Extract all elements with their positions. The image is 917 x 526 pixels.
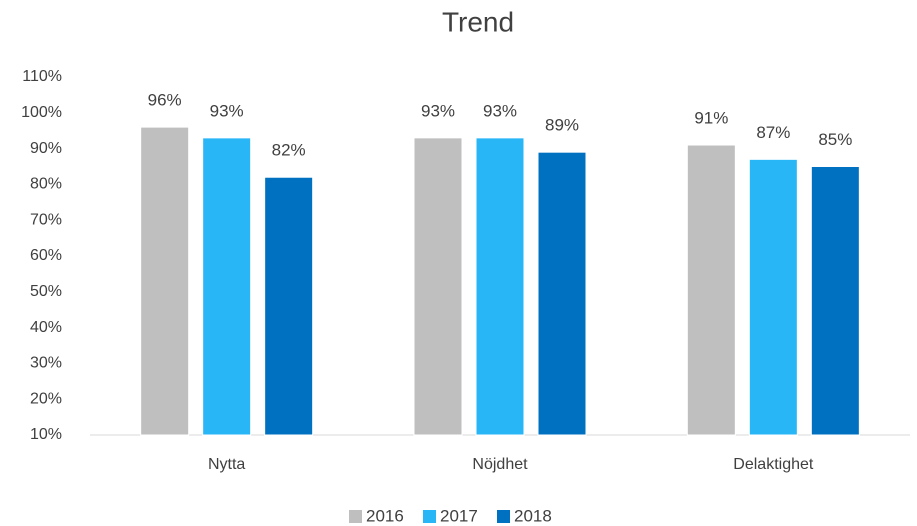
y-tick-label: 90% [30, 140, 62, 157]
y-tick-label: 80% [30, 176, 62, 193]
bar [748, 158, 798, 436]
bar [475, 137, 525, 436]
bar [140, 126, 190, 436]
data-label: 89% [545, 116, 579, 135]
data-label: 93% [210, 101, 244, 120]
y-tick-label: 30% [30, 355, 62, 372]
y-tick-label: 50% [30, 283, 62, 300]
y-tick-label: 10% [30, 426, 62, 443]
legend-label: 2018 [514, 506, 552, 525]
legend-swatch [349, 510, 362, 523]
bar [202, 137, 252, 436]
y-tick-label: 40% [30, 319, 62, 336]
y-tick-label: 70% [30, 211, 62, 228]
x-tick-label: Delaktighet [733, 456, 814, 473]
bar [264, 176, 314, 436]
data-label: 85% [818, 130, 852, 149]
bar [537, 151, 587, 436]
bar [686, 144, 736, 436]
data-label: 96% [148, 91, 182, 110]
bar [810, 166, 860, 436]
y-tick-label: 100% [21, 104, 62, 121]
x-tick-label: Nöjdhet [472, 456, 528, 473]
legend-swatch [423, 510, 436, 523]
legend-label: 2016 [366, 506, 404, 525]
y-tick-label: 60% [30, 247, 62, 264]
data-label: 91% [694, 109, 728, 128]
data-label: 82% [272, 141, 306, 160]
legend-label: 2017 [440, 506, 478, 525]
chart-title: Trend [442, 6, 514, 37]
y-tick-label: 20% [30, 390, 62, 407]
legend-swatch [497, 510, 510, 523]
data-label: 93% [421, 101, 455, 120]
data-label: 93% [483, 101, 517, 120]
x-tick-label: Nytta [208, 456, 245, 473]
bar [413, 137, 463, 436]
data-label: 87% [756, 123, 790, 142]
y-tick-label: 110% [22, 68, 62, 85]
